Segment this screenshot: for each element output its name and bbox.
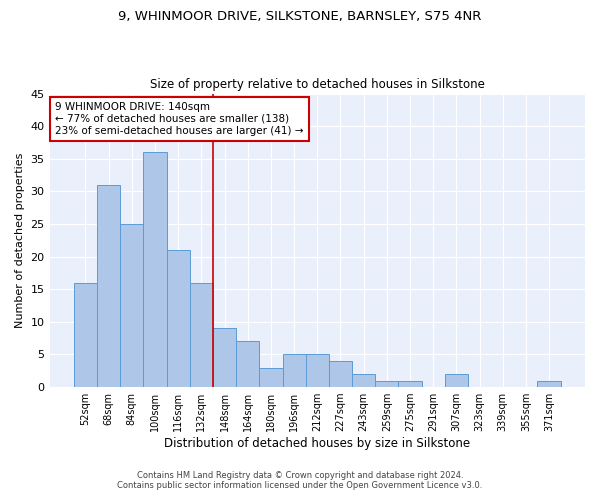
Bar (352, 374, 375, 387)
Text: Contains HM Land Registry data © Crown copyright and database right 2024.
Contai: Contains HM Land Registry data © Crown c… (118, 470, 482, 490)
Bar (538, 380, 560, 387)
Bar (398, 380, 422, 387)
Bar (445, 374, 468, 387)
X-axis label: Distribution of detached houses by size in Silkstone: Distribution of detached houses by size … (164, 437, 470, 450)
Bar (236, 342, 259, 387)
Bar (305, 354, 329, 387)
Bar (74, 282, 97, 387)
Bar (329, 361, 352, 387)
Bar (190, 282, 213, 387)
Bar (213, 328, 236, 387)
Bar (97, 185, 120, 387)
Title: Size of property relative to detached houses in Silkstone: Size of property relative to detached ho… (150, 78, 485, 91)
Bar (259, 368, 283, 387)
Bar (167, 250, 190, 387)
Text: 9 WHINMOOR DRIVE: 140sqm
← 77% of detached houses are smaller (138)
23% of semi-: 9 WHINMOOR DRIVE: 140sqm ← 77% of detach… (55, 102, 304, 136)
Text: 9, WHINMOOR DRIVE, SILKSTONE, BARNSLEY, S75 4NR: 9, WHINMOOR DRIVE, SILKSTONE, BARNSLEY, … (118, 10, 482, 23)
Bar (120, 224, 143, 387)
Bar (143, 152, 167, 387)
Y-axis label: Number of detached properties: Number of detached properties (15, 152, 25, 328)
Bar (375, 380, 398, 387)
Bar (283, 354, 305, 387)
